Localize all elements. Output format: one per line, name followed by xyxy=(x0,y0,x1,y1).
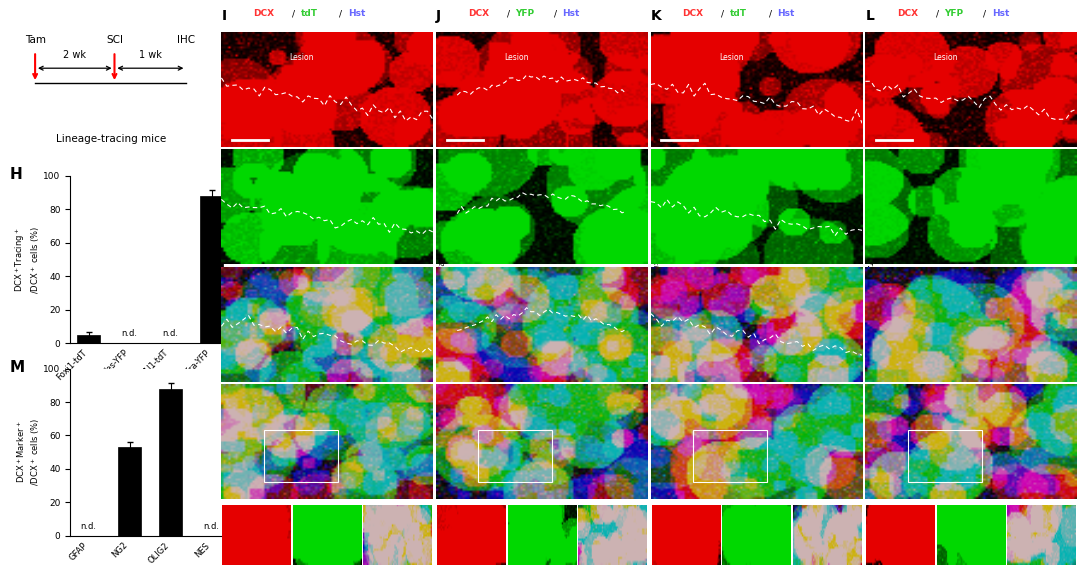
Bar xyxy=(200,196,222,343)
Text: n.d.: n.d. xyxy=(163,329,178,338)
Text: tdT: tdT xyxy=(730,9,746,18)
Text: 1 wk: 1 wk xyxy=(139,50,162,60)
Text: H: H xyxy=(10,167,23,183)
Text: /: / xyxy=(507,9,510,18)
Text: n.d.: n.d. xyxy=(122,329,137,338)
Bar xyxy=(119,447,140,536)
Y-axis label: DCX$^+$Tracing$^+$
/DCX$^+$ cells (%): DCX$^+$Tracing$^+$ /DCX$^+$ cells (%) xyxy=(13,225,42,294)
Text: /: / xyxy=(292,9,295,18)
Text: M: M xyxy=(10,360,25,375)
Text: Lesion: Lesion xyxy=(289,53,314,62)
Text: /: / xyxy=(721,9,725,18)
Text: Hst: Hst xyxy=(778,9,795,18)
Text: Hst: Hst xyxy=(991,9,1009,18)
Text: Aldh1l1-CreERT2;Rosa-tdT mice: Aldh1l1-CreERT2;Rosa-tdT mice xyxy=(866,213,873,319)
Text: /: / xyxy=(339,9,342,18)
Text: /: / xyxy=(983,9,986,18)
Text: DCX: DCX xyxy=(897,9,918,18)
Y-axis label: DCX$^+$Marker$^+$
/DCX$^+$ cells (%): DCX$^+$Marker$^+$ /DCX$^+$ cells (%) xyxy=(15,418,42,486)
Text: J: J xyxy=(436,9,441,23)
Text: IHC: IHC xyxy=(177,35,195,45)
Text: K: K xyxy=(650,9,661,23)
Text: SCI: SCI xyxy=(106,35,123,45)
Text: Tam: Tam xyxy=(25,35,45,45)
Text: DCX: DCX xyxy=(468,9,489,18)
Text: L: L xyxy=(865,9,874,23)
Text: n.d.: n.d. xyxy=(203,522,219,531)
Text: YFP: YFP xyxy=(944,9,963,18)
Bar xyxy=(78,335,100,343)
Text: Foxj1-CreERT2;Rosa-tdT mice: Foxj1-CreERT2;Rosa-tdT mice xyxy=(437,217,444,315)
Text: Hst: Hst xyxy=(563,9,580,18)
Text: DCX: DCX xyxy=(683,9,703,18)
Text: Lesion: Lesion xyxy=(504,53,528,62)
Text: /: / xyxy=(554,9,557,18)
Text: tdT: tdT xyxy=(300,9,318,18)
Text: /: / xyxy=(769,9,772,18)
Text: I: I xyxy=(221,9,227,23)
Text: n.d.: n.d. xyxy=(81,522,97,531)
Text: Nes-CreERT2;Rosa-YFP mice: Nes-CreERT2;Rosa-YFP mice xyxy=(652,219,658,313)
Text: Lineage-tracing mice: Lineage-tracing mice xyxy=(55,134,166,144)
Text: Lesion: Lesion xyxy=(719,53,743,62)
Bar xyxy=(160,388,181,536)
Text: /: / xyxy=(936,9,939,18)
Text: Hst: Hst xyxy=(348,9,365,18)
Text: YFP: YFP xyxy=(515,9,535,18)
Text: Lesion: Lesion xyxy=(933,53,958,62)
Text: 2 wk: 2 wk xyxy=(64,50,86,60)
Text: DCX: DCX xyxy=(253,9,274,18)
